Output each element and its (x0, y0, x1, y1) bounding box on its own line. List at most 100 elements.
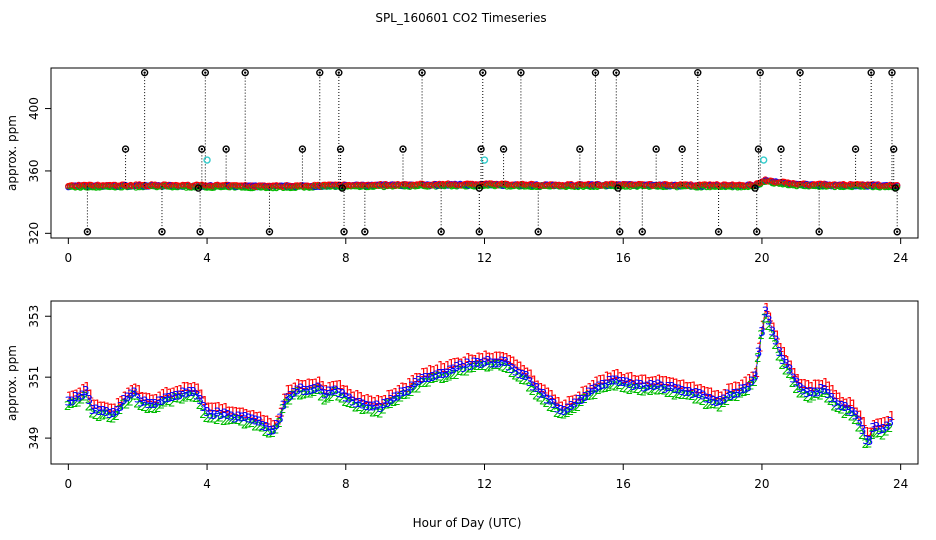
series-1-point: 1 (83, 380, 91, 394)
series-3-point: 3 (290, 386, 298, 400)
series-2-point: 2 (144, 402, 152, 416)
series-3-point: 3 (391, 391, 399, 405)
1-y-tick-label: 351 (27, 366, 41, 389)
series-1-point: 1 (864, 425, 872, 439)
outlier-point (756, 68, 764, 77)
series-1-point: 1 (146, 391, 154, 405)
series-3-point: 3 (328, 384, 336, 398)
series-2-point: 2 (563, 406, 571, 420)
series-1-point: 1 (829, 383, 837, 397)
series-1-point: 1 (329, 379, 337, 393)
series-1-point: 1 (499, 350, 507, 364)
series-2-point: 2 (216, 410, 224, 424)
outlier-point (638, 228, 646, 236)
series-3-point: 3 (474, 356, 482, 370)
series-1-point: 1 (66, 389, 74, 403)
series-1-point: 1 (489, 351, 497, 365)
series-1-point: 1 (673, 376, 681, 390)
series-2-point: 2 (487, 359, 495, 373)
outlier-point (196, 228, 204, 236)
series-3-point: 3 (529, 380, 537, 394)
series-1-point: 1 (166, 387, 174, 401)
series-2-point: 2 (681, 388, 689, 402)
outlier-point (890, 145, 898, 153)
outlier-point-center (481, 71, 484, 74)
series-2-point: 2 (456, 364, 464, 378)
series-3-point: 3 (682, 385, 690, 399)
series-2-point: 2 (636, 384, 644, 398)
series-3-point: 3 (356, 396, 364, 410)
series-3-point: 3 (293, 384, 301, 398)
outlier-point-center (342, 230, 346, 233)
bottom-y-axis-label: approx. ppm (5, 345, 19, 421)
series-3-point: 3 (741, 382, 749, 396)
series-2-point: 2 (223, 413, 231, 427)
series-2-point: 2 (646, 384, 654, 398)
series-3-point: 3 (772, 333, 780, 347)
series-1-point: 1 (434, 362, 442, 376)
outlier-point-center (401, 147, 405, 151)
outlier-point (777, 145, 785, 153)
series-3-point: 3 (866, 434, 874, 448)
series-1-point: 1 (281, 392, 289, 406)
series-3-point: 3 (377, 401, 385, 415)
series-2-point: 2 (882, 425, 890, 439)
series-2-point: 2 (622, 381, 630, 395)
series-3-point: 3 (71, 390, 79, 404)
series-2-point: 2 (685, 389, 693, 403)
outlier-point (616, 228, 624, 236)
series-2-point: 2 (196, 398, 204, 412)
series-2-point: 2 (657, 383, 665, 397)
series-1-point: 1 (805, 378, 813, 392)
series-2-point: 2 (151, 402, 159, 416)
series-2-point: 2 (206, 412, 214, 426)
series-2-point: 2 (483, 361, 491, 375)
series-2-point: 2 (192, 391, 200, 405)
outlier-point-center (439, 230, 443, 233)
series-3-point: 3 (318, 383, 326, 397)
series-1-point: 1 (784, 354, 792, 368)
series-1-point: 1 (104, 400, 112, 414)
series-3-point: 3 (831, 395, 839, 409)
series-1-point: 1 (243, 407, 251, 421)
series-2-point: 2 (71, 396, 79, 410)
series-2-point: 2 (463, 364, 471, 378)
series-1-point: 1 (451, 356, 459, 370)
series-2-point: 2 (421, 376, 429, 390)
series-3-point: 3 (696, 387, 704, 401)
series-2-point: 2 (296, 388, 304, 402)
series-1-point: 1 (444, 359, 452, 373)
series-3-point: 3 (175, 388, 183, 402)
outlier-point (265, 228, 274, 236)
series-1-point: 1 (458, 356, 466, 370)
series-2-point: 2 (137, 399, 145, 413)
series-3-point: 3 (422, 371, 430, 385)
series-1-point: 1 (128, 383, 136, 397)
series-1-point: 1 (437, 359, 445, 373)
series-3-point: 3 (821, 383, 829, 397)
series-3-point: 3 (647, 378, 655, 392)
series-2-point: 2 (230, 413, 238, 427)
series-2-point: 2 (171, 391, 179, 405)
outlier-point (694, 68, 702, 77)
series-1-point: 1 (201, 394, 209, 408)
series-1-point: 1 (291, 381, 299, 395)
series-2-point: 2 (570, 402, 578, 416)
series-3-point: 3 (273, 418, 281, 432)
series-1-point: 1 (163, 385, 171, 399)
series-2-point: 2 (522, 374, 530, 388)
series-3-point: 3 (193, 388, 201, 402)
series-1-point: 1 (465, 351, 473, 365)
series-3-point: 3 (123, 391, 131, 405)
series-3-point: 3 (793, 376, 801, 390)
0-x-tick-label: 8 (342, 251, 350, 265)
series-3-point: 3 (456, 359, 464, 373)
series-2-point: 2 (480, 359, 488, 373)
series-2-point: 2 (535, 391, 543, 405)
series-3-point: 3 (103, 405, 111, 419)
series-1-point: 1 (153, 392, 161, 406)
series-1-point: 1 (479, 351, 487, 365)
series-1-point: 1 (815, 378, 823, 392)
series-3-point: 3 (723, 388, 731, 402)
series-1-point: 1 (440, 361, 448, 375)
